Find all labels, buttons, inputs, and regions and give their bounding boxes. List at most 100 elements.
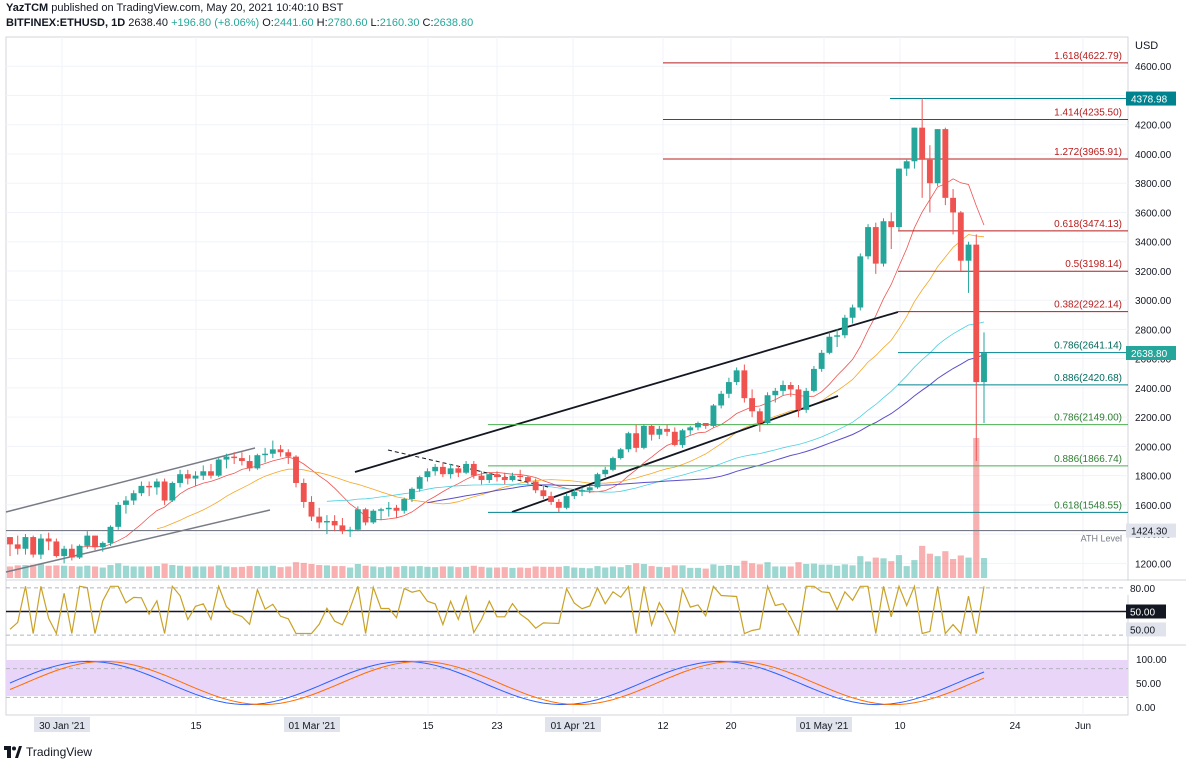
candle-body: [517, 475, 524, 478]
x-tick-label: 12: [657, 721, 669, 732]
candle-body: [323, 520, 330, 523]
volume-bar: [130, 566, 137, 578]
volume-bar: [99, 567, 106, 578]
candle-body: [99, 542, 106, 548]
candle-body: [640, 425, 647, 448]
stoch-k-line: [9, 660, 985, 706]
candle-body: [331, 520, 338, 526]
candle-body: [849, 307, 856, 318]
volume-bar: [6, 566, 14, 578]
channel-lower-trendline: [5, 509, 271, 573]
candle-body: [84, 535, 91, 546]
candle-body: [354, 509, 361, 530]
candle-body: [153, 481, 160, 488]
candle-body: [300, 482, 307, 502]
volume-bar: [625, 565, 632, 578]
currency-label[interactable]: USD: [1135, 40, 1159, 52]
x-tick-label: 30 Jan '21: [39, 721, 85, 732]
volume-bar: [609, 566, 617, 578]
fib-level-label: 1.414(4235.50): [1054, 108, 1122, 119]
candle-body: [409, 488, 415, 500]
volume-bar: [524, 567, 532, 578]
candle-body: [818, 352, 825, 369]
candle-body: [470, 463, 477, 476]
candle-body: [780, 384, 786, 391]
candle-body: [880, 221, 887, 264]
volume-bar: [393, 566, 400, 578]
volume-bar: [741, 560, 748, 578]
candle-body: [919, 127, 926, 160]
candle-body: [934, 129, 941, 184]
price-tick-label: 4200.00: [1135, 121, 1172, 132]
candle-body: [803, 390, 810, 410]
candle-body: [841, 317, 848, 336]
candle-body: [826, 336, 833, 353]
high-price-tag: 4378.98: [1131, 95, 1168, 106]
volume-bar: [215, 565, 222, 578]
stoch-level-label: 50.00: [1136, 679, 1161, 690]
volume-bar: [362, 565, 369, 578]
candle-body: [7, 537, 13, 545]
volume-bar: [818, 564, 825, 578]
symbol-info: BITFINEX:ETHUSD, 1D 2638.40 +196.80 (+8.…: [6, 17, 473, 29]
volume-bar: [401, 566, 408, 578]
rsi-level-label: 50.00: [1130, 608, 1155, 619]
price-tick-label: 2800.00: [1135, 325, 1172, 336]
price-tick-label: 3200.00: [1135, 267, 1172, 278]
candle-body: [656, 428, 663, 435]
volume-bar: [192, 566, 199, 578]
volume-bar: [888, 561, 895, 578]
candle-body: [447, 468, 454, 475]
volume-bar: [207, 566, 215, 578]
volume-bar: [973, 438, 980, 578]
volume-bar: [710, 564, 717, 578]
candle-body: [795, 389, 802, 410]
candle-body: [138, 485, 145, 494]
volume-bar: [501, 567, 508, 578]
volume-bar: [22, 565, 29, 578]
rsi-tag-bg: [1126, 580, 1166, 595]
volume-bar: [169, 565, 176, 578]
candle-body: [741, 370, 748, 399]
candle-body: [339, 525, 346, 532]
price-tick-label: 1600.00: [1135, 501, 1172, 512]
candle-body: [146, 485, 153, 488]
fib-level-label: 0.886(2420.68): [1054, 373, 1122, 384]
publish-info: YazTCM published on TradingView.com, May…: [6, 2, 343, 14]
candle-body: [192, 475, 199, 479]
candle-body: [555, 501, 562, 508]
volume-bar: [725, 565, 732, 578]
volume-bar: [416, 566, 423, 578]
volume-bar: [138, 566, 145, 578]
volume-bar: [76, 566, 83, 578]
stoch-band-background: [6, 660, 1128, 696]
candle-body: [903, 161, 910, 169]
volume-bar: [285, 566, 292, 578]
volume-bar: [292, 562, 300, 578]
moving-average-line: [79, 178, 985, 548]
volume-bar: [594, 566, 601, 578]
volume-bar: [648, 566, 655, 578]
candle-body: [45, 538, 52, 542]
x-tick-bg: [284, 717, 340, 732]
volume-bar: [37, 563, 45, 578]
fib-level-label: 1.272(3965.91): [1054, 147, 1122, 158]
price-tick-label: 3800.00: [1135, 179, 1172, 190]
candle-body: [896, 168, 902, 228]
candle-body: [687, 427, 694, 431]
volume-bar: [880, 558, 887, 578]
tradingview-logo[interactable]: TradingView: [4, 745, 92, 759]
volume-bar: [694, 567, 702, 578]
candle-body: [393, 507, 400, 511]
volume-bar: [965, 557, 972, 578]
volume-bar: [764, 562, 771, 578]
price-tick-label: 2600.00: [1135, 355, 1172, 366]
candle-body: [277, 449, 284, 453]
volume-bar: [223, 566, 230, 578]
volume-bar: [424, 566, 431, 578]
candle-body: [177, 474, 184, 483]
volume-bar: [756, 564, 763, 578]
x-tick-label: 23: [491, 721, 503, 732]
volume-bar: [864, 561, 872, 578]
